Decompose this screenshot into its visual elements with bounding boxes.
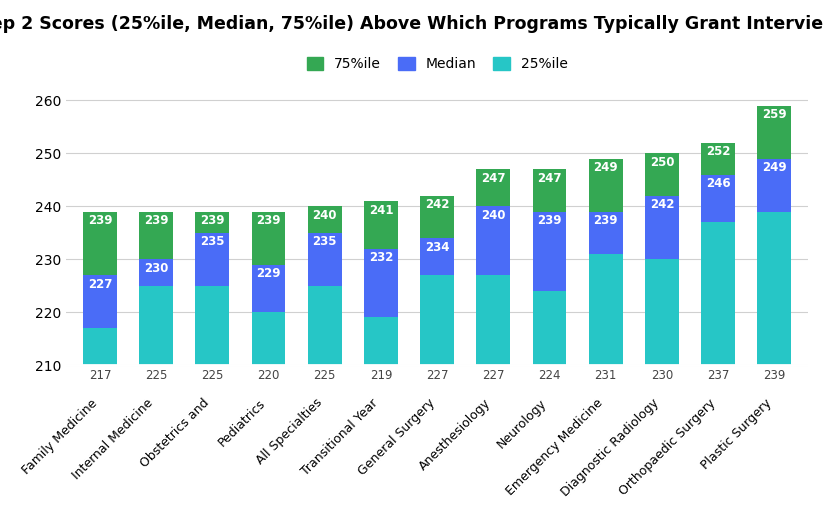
Text: 237: 237 [707, 369, 729, 382]
Text: 247: 247 [481, 172, 505, 185]
Text: 235: 235 [200, 235, 225, 248]
Bar [308, 286, 342, 365]
Text: 239: 239 [593, 214, 618, 227]
Text: 259: 259 [762, 108, 787, 121]
Bar [421, 196, 454, 365]
Bar [645, 153, 679, 365]
Bar [532, 291, 566, 365]
Bar [195, 212, 229, 365]
Bar [701, 175, 735, 365]
Bar [308, 206, 342, 365]
Bar [588, 254, 622, 365]
Bar [195, 233, 229, 365]
Bar [421, 275, 454, 365]
Bar [532, 169, 566, 365]
Text: 217: 217 [89, 369, 111, 382]
Bar [757, 159, 791, 365]
Text: 250: 250 [649, 156, 674, 169]
Bar [645, 196, 679, 365]
Text: 234: 234 [425, 241, 449, 254]
Bar [477, 206, 510, 365]
Bar [308, 233, 342, 365]
Text: 230: 230 [651, 369, 673, 382]
Legend: 75%ile, Median, 25%ile: 75%ile, Median, 25%ile [301, 51, 573, 77]
Text: 232: 232 [369, 251, 393, 264]
Text: 249: 249 [593, 161, 618, 174]
Text: 230: 230 [144, 262, 168, 275]
Text: 252: 252 [706, 145, 730, 158]
Text: 242: 242 [649, 198, 674, 211]
Text: 239: 239 [200, 214, 225, 227]
Bar [645, 259, 679, 365]
Bar [139, 212, 173, 365]
Bar [701, 222, 735, 365]
Bar [364, 318, 398, 365]
Bar [588, 212, 622, 365]
Text: 242: 242 [425, 198, 449, 211]
Bar [757, 212, 791, 365]
Bar [252, 265, 286, 365]
Text: 239: 239 [537, 214, 562, 227]
Bar [139, 259, 173, 365]
Text: 225: 225 [201, 369, 224, 382]
Text: 246: 246 [706, 177, 730, 190]
Bar [83, 328, 117, 365]
Bar [532, 212, 566, 365]
Bar [701, 143, 735, 365]
Text: 224: 224 [538, 369, 560, 382]
Text: 227: 227 [482, 369, 504, 382]
Text: 229: 229 [256, 267, 281, 280]
Title: Step 2 Scores (25%ile, Median, 75%ile) Above Which Programs Typically Grant Inte: Step 2 Scores (25%ile, Median, 75%ile) A… [0, 15, 823, 33]
Text: 225: 225 [314, 369, 336, 382]
Bar [252, 312, 286, 365]
Text: 219: 219 [370, 369, 392, 382]
Text: 220: 220 [258, 369, 280, 382]
Text: 225: 225 [145, 369, 167, 382]
Text: 231: 231 [594, 369, 617, 382]
Bar [477, 169, 510, 365]
Bar [757, 106, 791, 365]
Text: 239: 239 [763, 369, 785, 382]
Bar [139, 286, 173, 365]
Text: 240: 240 [313, 209, 337, 222]
Bar [83, 212, 117, 365]
Bar [195, 286, 229, 365]
Text: 239: 239 [144, 214, 169, 227]
Text: 239: 239 [87, 214, 112, 227]
Bar [252, 212, 286, 365]
Text: 240: 240 [481, 209, 505, 222]
Text: 227: 227 [88, 278, 112, 291]
Bar [364, 249, 398, 365]
Text: 227: 227 [425, 369, 449, 382]
Bar [588, 159, 622, 365]
Text: 249: 249 [762, 161, 787, 174]
Text: 247: 247 [537, 172, 562, 185]
Text: 239: 239 [256, 214, 281, 227]
Bar [364, 201, 398, 365]
Bar [477, 275, 510, 365]
Text: 235: 235 [313, 235, 337, 248]
Bar [83, 275, 117, 365]
Bar [421, 238, 454, 365]
Text: 241: 241 [369, 204, 393, 216]
